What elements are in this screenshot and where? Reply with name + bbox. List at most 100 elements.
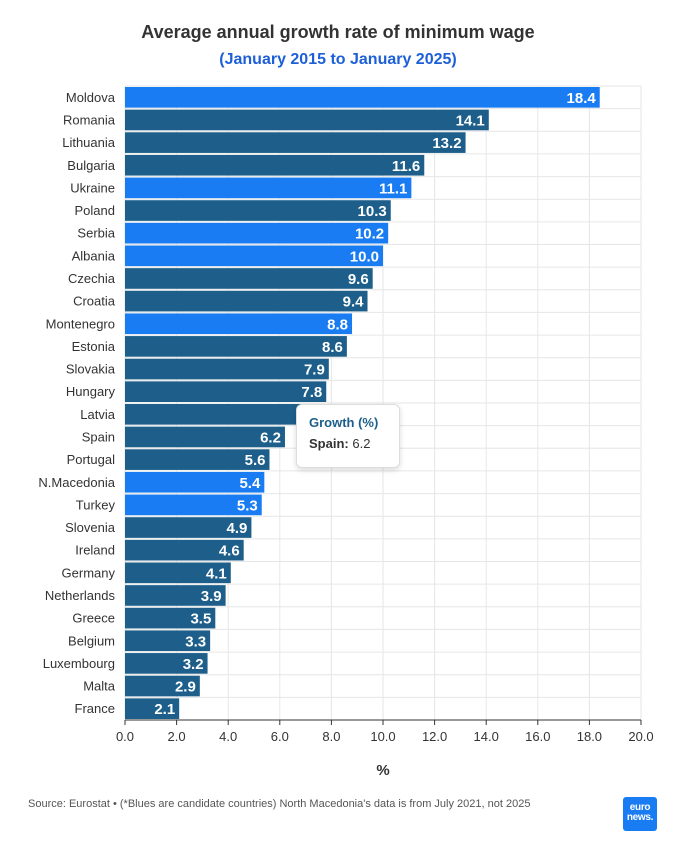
data-label: 14.1 <box>456 112 485 129</box>
category-label: Albania <box>72 248 116 263</box>
data-label: 13.2 <box>432 135 461 152</box>
category-label: Luxembourg <box>43 656 115 671</box>
bar <box>125 177 412 199</box>
tick-label: 14.0 <box>474 729 499 744</box>
chart-title: Average annual growth rate of minimum wa… <box>141 22 535 42</box>
category-label: Netherlands <box>45 588 116 603</box>
data-label: 2.1 <box>154 701 175 718</box>
data-label: 8.8 <box>327 316 348 333</box>
data-label: 8.6 <box>322 339 343 356</box>
category-label: Romania <box>63 112 116 127</box>
tick-label: 18.0 <box>577 729 602 744</box>
x-axis-label: % <box>376 762 389 779</box>
data-label: 10.2 <box>355 226 384 243</box>
category-label: Ireland <box>75 543 115 558</box>
category-label: Montenegro <box>46 316 115 331</box>
data-label: 5.6 <box>245 452 266 469</box>
bar <box>125 517 252 538</box>
bar <box>125 245 383 267</box>
logo-line-2: news. <box>626 812 654 823</box>
tooltip-value: 6.2 <box>352 436 371 451</box>
tick-label: 16.0 <box>525 729 550 744</box>
bars <box>125 87 600 719</box>
grid-lines <box>124 85 642 721</box>
category-label: N.Macedonia <box>38 475 115 490</box>
bar <box>125 109 489 131</box>
category-label: Belgium <box>68 633 115 648</box>
bar <box>125 675 200 697</box>
bar <box>125 87 600 108</box>
data-label: 10.3 <box>358 203 387 220</box>
bar <box>125 585 226 606</box>
bar <box>125 471 265 493</box>
data-label: 3.9 <box>201 588 222 605</box>
category-label: Lithuania <box>62 135 116 150</box>
category-label: Croatia <box>73 294 116 309</box>
source-note: Source: Eurostat • (*Blues are candidate… <box>28 798 531 810</box>
category-label: Czechia <box>68 271 116 286</box>
data-label: 4.9 <box>227 520 248 537</box>
category-label: Spain <box>82 429 115 444</box>
bar <box>125 290 368 312</box>
data-label: 9.6 <box>348 271 369 288</box>
data-label: 5.4 <box>239 475 261 492</box>
category-label: Latvia <box>80 407 115 422</box>
bar <box>125 630 211 652</box>
data-label: 11.6 <box>392 158 420 175</box>
category-label: France <box>75 701 115 716</box>
value-labels: 18.4 14.1 13.2 11.6 11.1 10.3 10.2 10.0 9.6 9.4 8.… <box>154 90 596 718</box>
logo-line-1: euro <box>629 802 651 813</box>
category-label: Ukraine <box>70 180 115 195</box>
tick-label: 6.0 <box>271 729 289 744</box>
euronews-logo: euro news. <box>623 797 657 831</box>
x-tick-labels: 0.0 2.0 4.0 6.0 8.0 10.0 12.0 14.0 16.0 18.0 20.0 <box>116 720 654 744</box>
category-label: Portugal <box>67 452 116 467</box>
bar <box>125 200 391 221</box>
tick-label: 0.0 <box>116 729 134 744</box>
data-label: 7.9 <box>304 362 325 379</box>
category-label: Bulgaria <box>67 158 115 173</box>
bar <box>125 653 208 674</box>
data-label: 3.2 <box>183 656 204 673</box>
category-labels: Moldova Romania Lithuania Bulgaria Ukraine Po… <box>38 90 115 716</box>
category-label: Turkey <box>76 497 116 512</box>
bar <box>125 494 262 516</box>
bar <box>125 381 327 402</box>
bar <box>125 313 353 335</box>
tick-label: 4.0 <box>219 729 237 744</box>
bar <box>125 268 373 289</box>
category-label: Estonia <box>72 339 116 354</box>
data-label: 3.5 <box>190 611 211 628</box>
bar <box>125 132 466 153</box>
tooltip: Growth (%) Spain: 6.2 <box>296 404 400 468</box>
category-label: Moldova <box>66 90 116 105</box>
tooltip-title: Growth (%) <box>309 415 379 430</box>
tick-label: 12.0 <box>422 729 447 744</box>
category-label: Hungary <box>66 384 116 399</box>
tick-label: 8.0 <box>322 729 340 744</box>
tick-label: 10.0 <box>370 729 395 744</box>
bar <box>125 154 425 176</box>
data-label: 6.2 <box>260 429 281 446</box>
data-label: 18.4 <box>567 90 597 107</box>
data-label: 10.0 <box>350 248 379 265</box>
category-label: Malta <box>83 679 116 694</box>
data-label: 4.6 <box>219 543 240 560</box>
bar-chart: 18.4 14.1 13.2 11.6 11.1 10.3 10.2 10.0 9.6 9.4 8.… <box>38 85 654 779</box>
bar <box>125 336 347 357</box>
bar <box>125 358 329 380</box>
category-label: Poland <box>75 203 115 218</box>
bar <box>125 698 180 719</box>
bar <box>125 562 231 584</box>
chart-subtitle: (January 2015 to January 2025) <box>219 51 457 68</box>
tick-label: 2.0 <box>168 729 186 744</box>
data-label: 11.1 <box>379 180 407 197</box>
category-label: Serbia <box>77 226 115 241</box>
data-label: 2.9 <box>175 679 196 696</box>
category-label: Slovakia <box>66 362 116 377</box>
data-label: 4.1 <box>206 565 227 582</box>
bar <box>125 539 244 561</box>
tick-label: 20.0 <box>628 729 653 744</box>
bar <box>125 449 270 470</box>
tooltip-row: Spain: 6.2 <box>309 436 387 451</box>
